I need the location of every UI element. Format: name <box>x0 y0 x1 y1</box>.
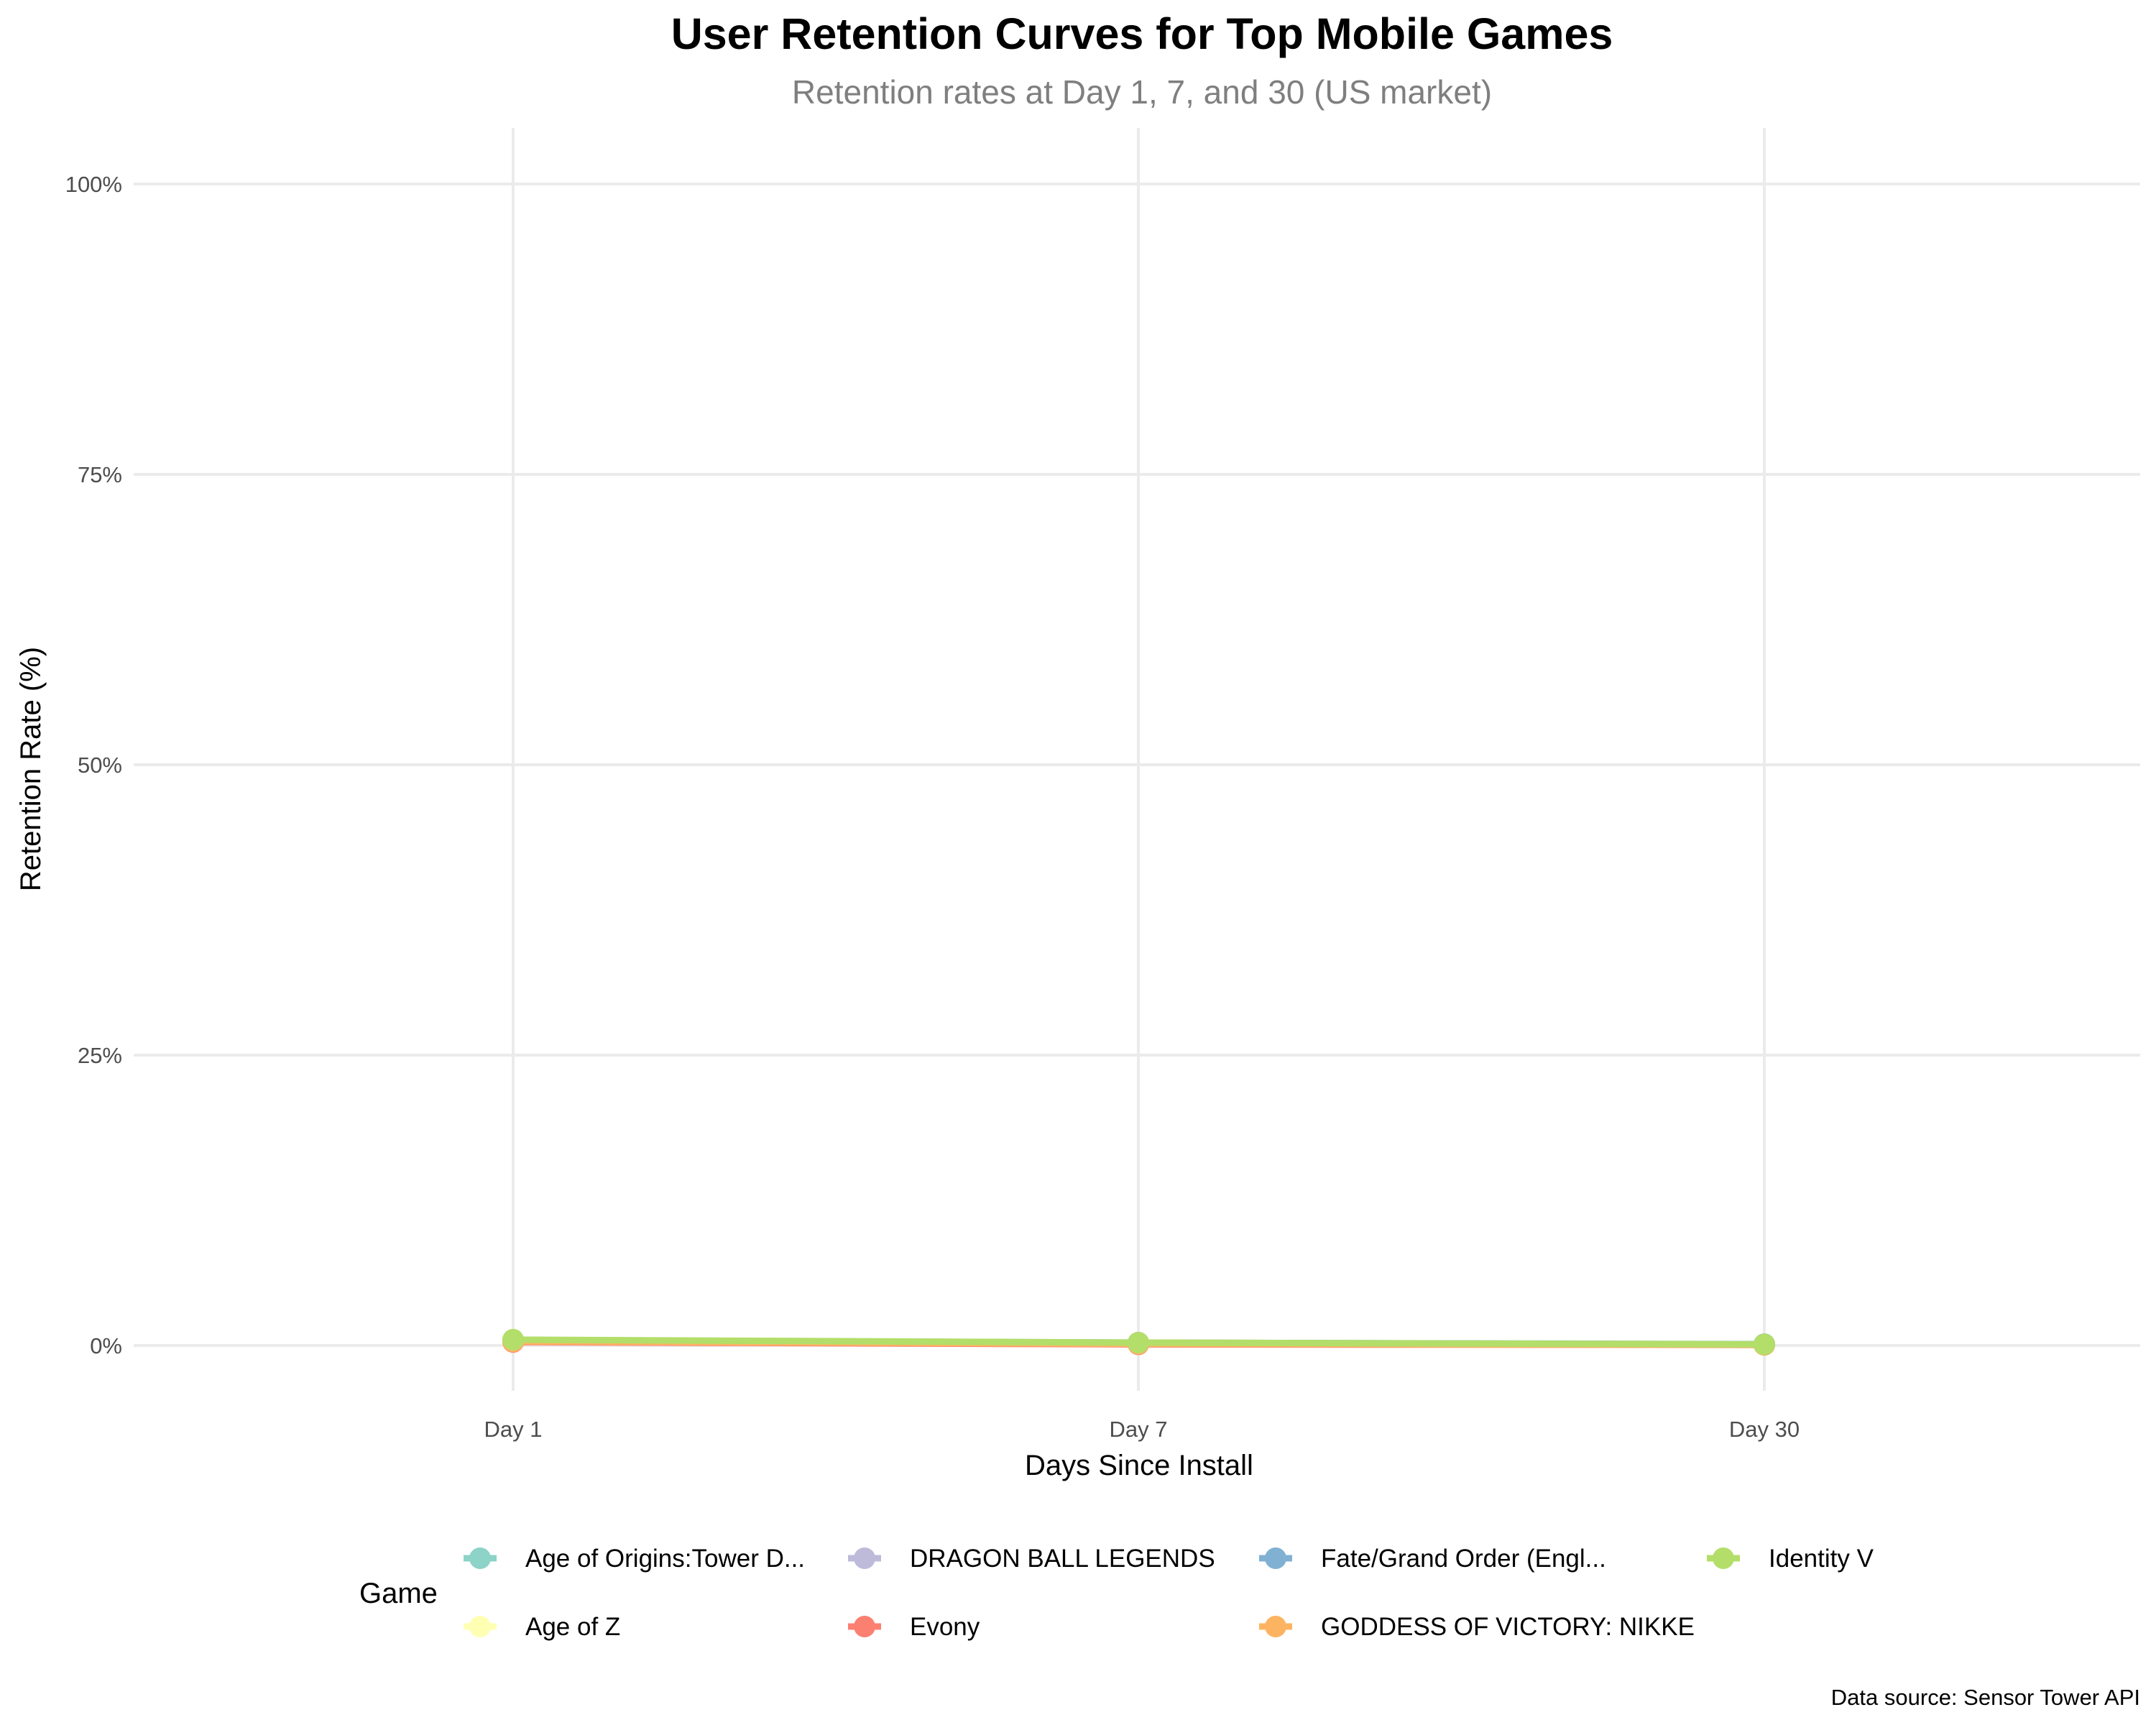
legend-title: Game <box>359 1578 438 1609</box>
legend-item: Fate/Grand Order (Engl... <box>1259 1545 1606 1573</box>
legend-label: DRAGON BALL LEGENDS <box>910 1545 1215 1573</box>
y-axis-ticks: 0% 25% 50% 75% 100% <box>65 172 122 1358</box>
y-axis-title: Retention Rate (%) <box>15 647 47 891</box>
legend-key-point <box>854 1616 875 1637</box>
legend-label: Identity V <box>1769 1545 1874 1573</box>
legend-key-point <box>469 1547 491 1569</box>
x-tick-label: Day 7 <box>1110 1417 1168 1442</box>
x-axis-ticks: Day 1 Day 7 Day 30 <box>484 1417 1800 1442</box>
grid <box>134 128 2140 1391</box>
x-tick-label: Day 30 <box>1729 1417 1800 1442</box>
series-lines <box>502 1328 1775 1356</box>
legend-item: Evony <box>848 1613 980 1641</box>
legend-label: Age of Origins:Tower D... <box>525 1545 805 1573</box>
legend-label: GODDESS OF VICTORY: NIKKE <box>1321 1613 1695 1641</box>
legend-key-point <box>1265 1547 1286 1569</box>
legend-item: Age of Origins:Tower D... <box>464 1545 805 1573</box>
y-tick-label: 50% <box>78 753 122 778</box>
caption: Data source: Sensor Tower API <box>1831 1685 2140 1710</box>
legend-key-point <box>1265 1616 1286 1637</box>
data-point <box>1128 1332 1149 1353</box>
legend-label: Age of Z <box>525 1613 620 1641</box>
y-tick-label: 100% <box>65 172 122 197</box>
y-tick-label: 0% <box>90 1333 122 1358</box>
legend-label: Evony <box>910 1613 980 1641</box>
series-6 <box>502 1328 1775 1356</box>
legend-label: Fate/Grand Order (Engl... <box>1321 1545 1606 1573</box>
x-axis-title: Days Since Install <box>1025 1450 1253 1481</box>
legend-item: GODDESS OF VICTORY: NIKKE <box>1259 1613 1695 1641</box>
legend: Age of Origins:Tower D... Age of Z DRAGON … <box>464 1545 1874 1641</box>
legend-key-point <box>469 1616 491 1637</box>
chart-subtitle: Retention rates at Day 1, 7, and 30 (US … <box>792 73 1492 111</box>
legend-item: Identity V <box>1707 1545 1874 1573</box>
legend-key-point <box>1713 1547 1734 1569</box>
chart-title: User Retention Curves for Top Mobile Gam… <box>671 9 1613 58</box>
legend-item: DRAGON BALL LEGENDS <box>848 1545 1215 1573</box>
legend-item: Age of Z <box>464 1613 620 1641</box>
y-tick-label: 75% <box>78 462 122 487</box>
data-point <box>1754 1333 1775 1356</box>
y-tick-label: 25% <box>78 1043 122 1068</box>
x-tick-label: Day 1 <box>484 1417 543 1442</box>
data-point <box>502 1328 524 1351</box>
legend-key-point <box>854 1547 875 1569</box>
